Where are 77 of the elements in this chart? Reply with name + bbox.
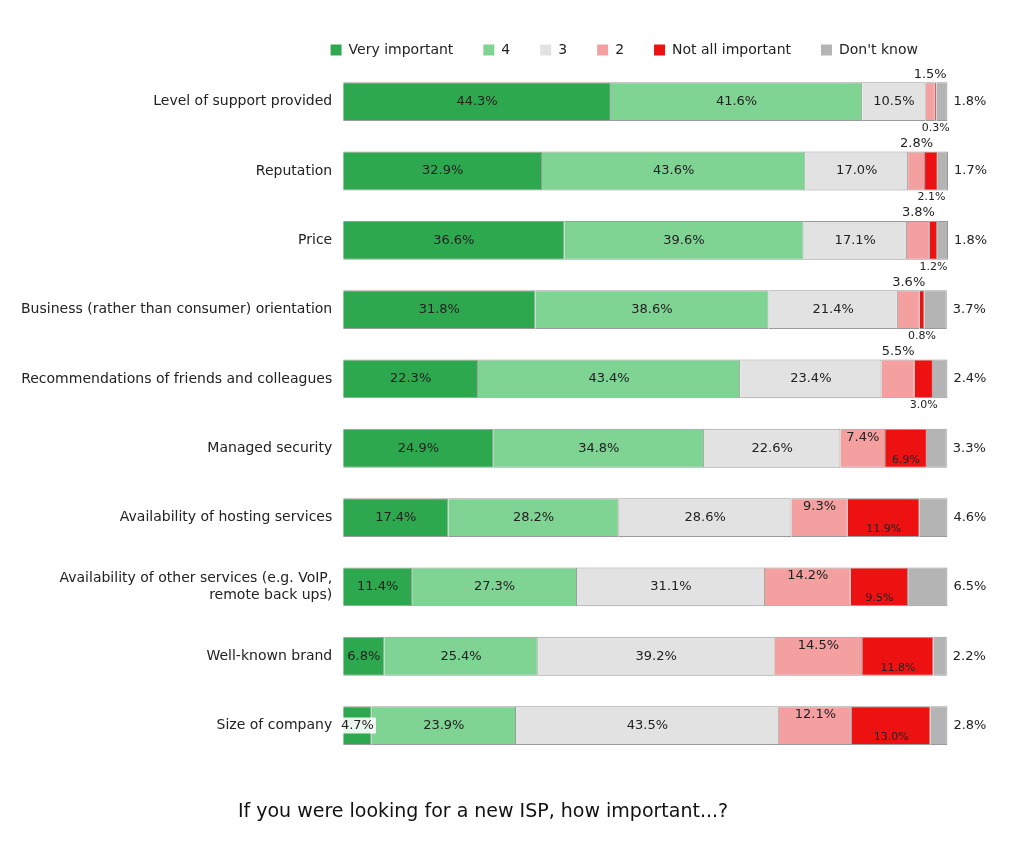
data-label: 1.7% — [954, 162, 988, 178]
data-label: 43.6% — [653, 162, 695, 178]
data-label: 22.3% — [389, 370, 432, 386]
legend-label: Don't know — [839, 40, 919, 57]
y-tick-label: Size of company — [216, 716, 333, 733]
data-label: 31.8% — [418, 300, 460, 316]
data-label: 6.5% — [953, 578, 987, 594]
data-label: 9.5% — [865, 591, 894, 605]
data-label: 36.6% — [433, 231, 475, 247]
data-label: 27.3% — [473, 578, 516, 594]
data-label: 6.8% — [347, 647, 381, 663]
data-label: 3.6% — [892, 273, 926, 289]
data-label: 32.9% — [421, 162, 464, 178]
data-label: 17.0% — [836, 162, 878, 178]
legend-label: Not all important — [672, 40, 792, 57]
text: If you were looking for a new ISP, how important...? — [237, 798, 729, 821]
y-tick-label: Recommendations of friends and colleagues — [21, 369, 333, 386]
data-label: 2.8% — [953, 716, 987, 732]
data-label: 17.4% — [375, 508, 417, 524]
data-label: 24.9% — [397, 439, 440, 455]
data-label: 4.6% — [953, 508, 987, 524]
data-label: 43.5% — [626, 716, 669, 732]
data-label: 3.3% — [952, 439, 986, 455]
y-tick-label: Level of support provided — [153, 92, 333, 109]
legend-label: Very important — [348, 40, 454, 57]
data-label: 10.5% — [873, 93, 915, 109]
data-label: 1.8% — [953, 93, 987, 109]
data-label: 41.6% — [715, 93, 758, 109]
data-label: 13.0% — [873, 730, 909, 744]
data-label: 31.1% — [650, 578, 692, 594]
data-label: 23.4% — [790, 370, 832, 386]
data-label: 5.5% — [881, 342, 915, 358]
data-label: 38.6% — [631, 300, 673, 316]
data-label: 28.2% — [512, 508, 555, 524]
y-tick-label: Well-known brand — [206, 646, 333, 663]
data-label: 11.9% — [866, 522, 902, 536]
data-label: 17.1% — [834, 231, 876, 247]
y-tick-label: Availability of hosting services — [119, 508, 333, 525]
data-label: 39.2% — [635, 647, 677, 663]
y-tick-label: Reputation — [255, 161, 333, 178]
data-label: 2.4% — [953, 370, 987, 386]
data-label: 11.8% — [880, 660, 916, 674]
data-label: 21.4% — [812, 300, 854, 316]
data-label: 2.8% — [900, 134, 934, 150]
data-label: 1.2% — [919, 259, 948, 273]
data-label: 39.6% — [663, 231, 705, 247]
data-label: 22.6% — [751, 439, 793, 455]
data-label: 6.9% — [892, 452, 920, 466]
data-label: 2.2% — [952, 647, 986, 663]
data-label: 23.9% — [423, 716, 465, 732]
data-label: 14.5% — [797, 636, 840, 652]
data-label: 28.6% — [684, 508, 726, 524]
data-label: 4.7% — [340, 716, 374, 732]
legend-label: 4 — [501, 40, 511, 57]
data-label: 44.3% — [456, 93, 498, 109]
data-label: 3.7% — [952, 300, 986, 316]
y-tick-label: Managed security — [207, 438, 333, 455]
data-label: 14.2% — [787, 567, 829, 583]
data-label: 43.4% — [588, 370, 630, 386]
data-label: 1.8% — [954, 231, 988, 247]
data-label: 2.1% — [917, 190, 946, 204]
data-label: 3.0% — [909, 398, 938, 412]
data-label: 12.1% — [794, 706, 837, 722]
legend-label: 2 — [615, 40, 625, 57]
y-tick-label: Price — [298, 230, 333, 247]
data-label: 11.4% — [357, 578, 399, 594]
data-label: 9.3% — [803, 498, 837, 514]
data-label: 0.8% — [908, 328, 936, 342]
y-tick-label: Availability of other services (e.g. VoIP, remote back ups) — [59, 569, 333, 602]
legend-label: 3 — [558, 40, 568, 57]
data-label: 0.3% — [921, 120, 950, 134]
data-label: 34.8% — [578, 439, 620, 455]
data-label: 3.8% — [901, 204, 935, 220]
y-tick-label: Business (rather than consumer) orientation — [21, 300, 333, 317]
data-label: 25.4% — [440, 647, 482, 663]
data-label: 1.5% — [913, 65, 947, 81]
data-label: 7.4% — [846, 428, 880, 444]
